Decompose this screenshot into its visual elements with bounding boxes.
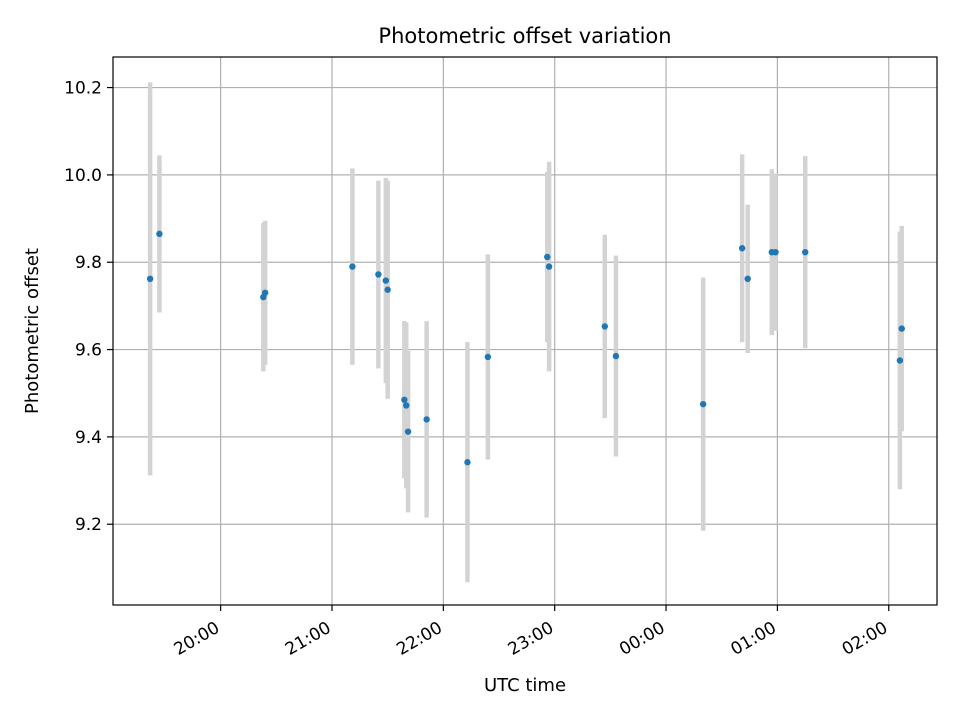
y-tick-label: 9.4 bbox=[75, 428, 102, 448]
y-tick-label: 10.0 bbox=[64, 166, 102, 186]
data-point bbox=[738, 245, 746, 252]
y-tick-label: 10.2 bbox=[64, 79, 102, 99]
data-point bbox=[375, 271, 382, 278]
data-point bbox=[898, 325, 905, 332]
data-point bbox=[545, 263, 553, 270]
data-point bbox=[156, 230, 163, 238]
data-point bbox=[423, 416, 430, 423]
data-point bbox=[484, 353, 492, 361]
data-point bbox=[349, 263, 356, 270]
grid bbox=[113, 57, 937, 605]
data-point bbox=[601, 323, 609, 330]
y-axis-ticks: 9.2 9.4 9.6 9.8 10.0 10.2 bbox=[64, 79, 113, 535]
y-tick-label: 9.2 bbox=[75, 515, 102, 535]
y-axis-label: Photometric offset bbox=[22, 248, 43, 414]
data-point bbox=[744, 275, 751, 283]
data-point bbox=[802, 248, 809, 256]
data-point bbox=[612, 352, 620, 360]
data-point bbox=[261, 289, 269, 296]
data-point bbox=[699, 400, 707, 408]
chart-title: Photometric offset variation bbox=[378, 24, 671, 48]
y-tick-label: 9.6 bbox=[75, 341, 102, 361]
data-point bbox=[404, 428, 412, 435]
data-point bbox=[382, 277, 390, 284]
x-axis-label: UTC time bbox=[484, 675, 566, 696]
data-point bbox=[544, 253, 551, 261]
data-point bbox=[464, 459, 471, 466]
data-point bbox=[896, 357, 904, 364]
data-point bbox=[403, 402, 410, 409]
data-point bbox=[146, 275, 154, 283]
data-point bbox=[384, 286, 391, 293]
data-point bbox=[772, 248, 779, 256]
plot-frame bbox=[112, 56, 938, 606]
data-point bbox=[401, 396, 408, 403]
y-tick-label: 9.8 bbox=[75, 253, 102, 273]
data-points bbox=[146, 230, 905, 466]
